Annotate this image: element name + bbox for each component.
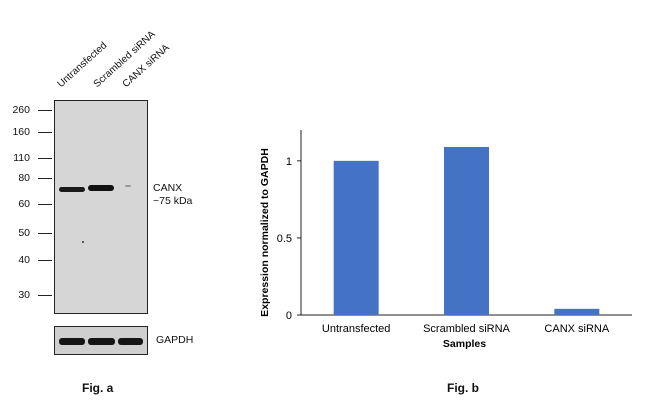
bar-untransfected [333, 160, 379, 315]
mw-tick-160 [38, 132, 52, 133]
mw-marker-160: 160 [12, 126, 30, 138]
figure-a-label: Fig. a [82, 381, 114, 395]
mw-marker-30: 30 [18, 289, 30, 301]
y-axis-label: Expression normalized to GAPDH [259, 148, 271, 317]
x-axis-label: Samples [443, 338, 486, 350]
figure-b-label: Fig. b [447, 381, 479, 395]
mw-tick-260 [38, 110, 52, 111]
y-tick-label: 0 [286, 310, 292, 322]
bar-canx-sirna [554, 308, 600, 315]
mw-tick-50 [38, 233, 52, 234]
mw-tick-60 [38, 204, 52, 205]
target-size: ~75 kDa [153, 195, 193, 207]
mw-marker-40: 40 [18, 254, 30, 266]
mw-tick-40 [38, 260, 52, 261]
target-name: CANX [153, 182, 183, 194]
target-label-canx: CANX ~75 kDa [153, 182, 192, 208]
mw-marker-80: 80 [18, 172, 30, 184]
y-tick-label: 1 [286, 156, 292, 168]
y-tick-label: 0.5 [277, 233, 292, 245]
mw-marker-60: 60 [18, 198, 30, 210]
blot-speck [82, 241, 84, 243]
x-tick-label: Scrambled siRNA [423, 323, 510, 335]
gapdh-band-scrambled-sirna [88, 338, 115, 345]
mw-marker-50: 50 [18, 227, 30, 239]
gapdh-band-untransfected [59, 338, 85, 345]
canx-band-canx-sirna [125, 185, 131, 187]
canx-band-scrambled-sirna [88, 185, 114, 191]
loading-control-label: GAPDH [156, 334, 194, 346]
mw-marker-110: 110 [13, 152, 30, 164]
bar-scrambled-sirna [444, 146, 489, 315]
mw-tick-80 [38, 178, 52, 179]
canx-band-untransfected [59, 187, 85, 192]
mw-tick-110 [38, 158, 52, 159]
blot-panel-canx [54, 100, 148, 314]
mw-marker-260: 260 [12, 104, 30, 116]
blot-panel-gapdh [54, 326, 148, 355]
mw-tick-30 [38, 295, 52, 296]
gapdh-band-canx-sirna [118, 338, 143, 345]
x-tick-label: CANX siRNA [544, 323, 609, 335]
x-tick-label: Untransfected [322, 323, 390, 335]
